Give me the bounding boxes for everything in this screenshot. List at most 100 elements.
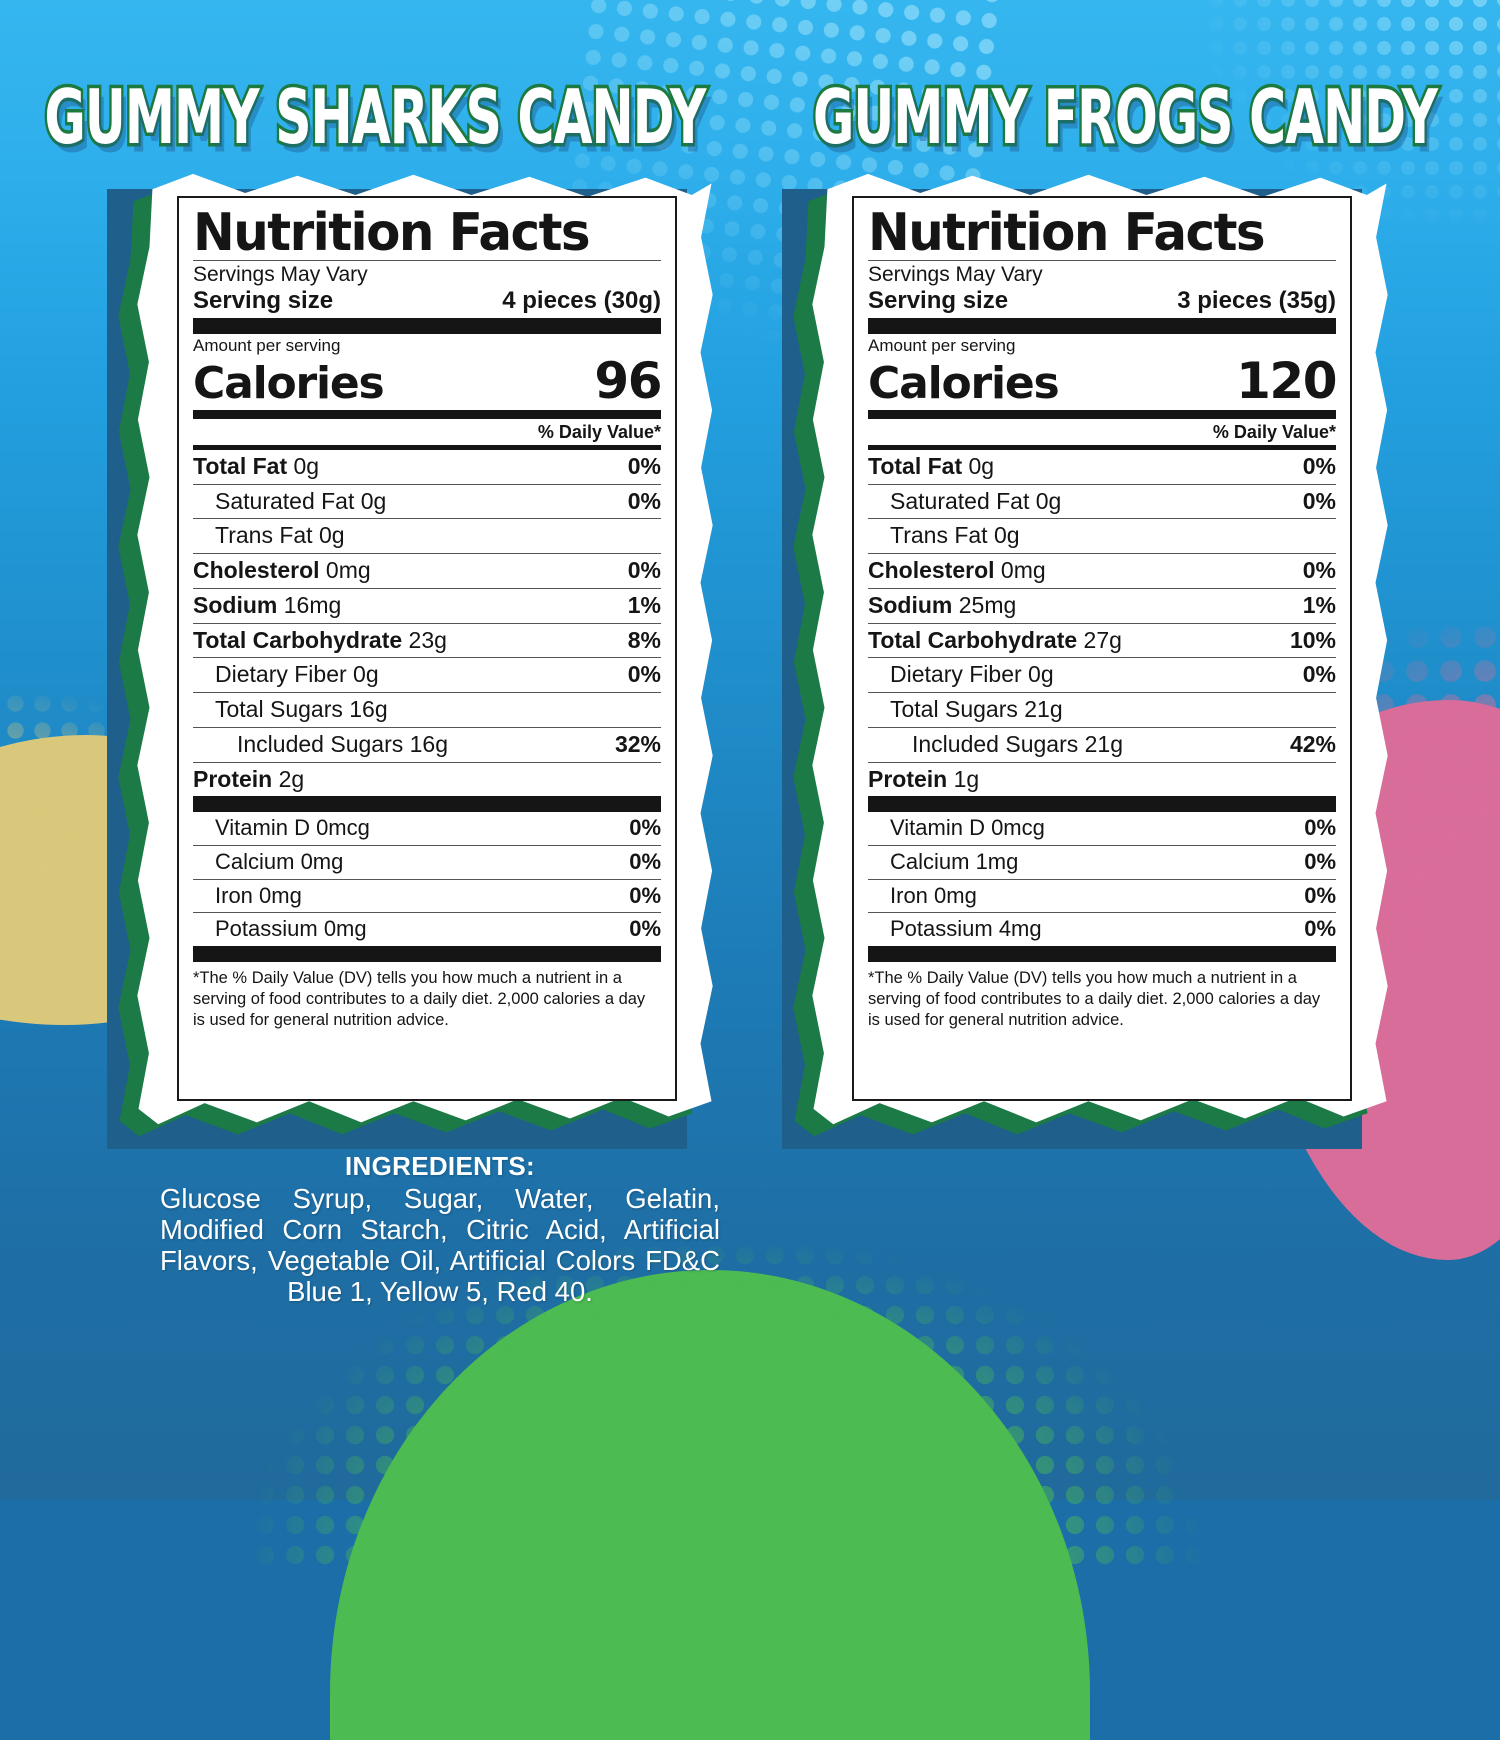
amount-per-serving-label: Amount per serving [193,336,341,356]
nutrient-row: Trans Fat 0g [193,518,661,553]
serving-size-label: Serving size [193,287,334,315]
nutrient-percent: 0% [627,661,661,688]
daily-value-footnote: *The % Daily Value (DV) tells you how mu… [868,968,1321,1029]
servings-note: Servings May Vary [868,262,1043,286]
nutrition-facts-heading: Nutrition Facts [868,203,1266,263]
nutrient-row: Trans Fat 0g [868,518,1336,553]
nutrient-row: Total Fat 0g 0% [193,450,661,484]
nutrient-name: Dietary Fiber 0g [215,661,379,688]
nutrient-percent: 0% [627,557,661,584]
vitamin-percent: 0% [1304,815,1336,841]
nutrient-percent: 0% [627,487,661,514]
nutrient-percent: 1% [1302,591,1336,618]
nutrient-row: Total Carbohydrate 23g 8% [193,622,661,658]
nutrition-facts-box: Nutrition Facts Servings May Vary Servin… [177,196,677,1101]
vitamin-name: Potassium 4mg [890,916,1042,942]
nutrition-panel-sharks: Nutrition Facts Servings May Vary Servin… [107,170,715,1149]
nutrient-name: Sodium 16mg [193,591,342,618]
nutrient-row: Total Fat 0g 0% [868,450,1336,484]
nutrition-facts-box: Nutrition Facts Servings May Vary Servin… [852,196,1352,1101]
nutrient-name: Included Sugars 21g [912,730,1123,757]
product-title-frogs: GUMMY FROGS CANDY [811,71,1441,165]
nutrient-rows: Total Fat 0g 0% Saturated Fat 0g 0% Trans Fa… [193,450,661,797]
vitamin-row: Vitamin D 0mcg 0% [868,812,1336,845]
nutrition-facts-heading: Nutrition Facts [193,203,591,263]
nutrient-rows: Total Fat 0g 0% Saturated Fat 0g 0% Trans Fa… [868,450,1336,797]
vitamin-percent: 0% [1304,916,1336,942]
nutrient-name: Cholesterol 0mg [868,557,1046,584]
vitamin-name: Calcium 0mg [215,848,344,874]
vitamin-percent: 0% [629,815,661,841]
nutrient-name: Total Carbohydrate 23g [193,626,447,653]
nutrient-row: Total Carbohydrate 27g 10% [868,622,1336,658]
nutrient-percent: 42% [1289,730,1336,757]
serving-size-row: Serving size 4 pieces (30g) [193,287,661,318]
nutrient-row: Saturated Fat 0g 0% [193,483,661,519]
serving-size-label: Serving size [868,287,1009,315]
vitamin-row: Potassium 0mg 0% [193,912,661,946]
nutrient-name: Total Fat 0g [868,452,995,479]
nutrient-row: Dietary Fiber 0g 0% [868,657,1336,692]
nutrient-percent: 0% [1302,487,1336,514]
nutrient-name: Total Carbohydrate 27g [868,626,1122,653]
nutrient-row: Protein 1g [868,761,1336,797]
serving-size-value: 4 pieces (30g) [502,287,661,315]
nutrient-row: Saturated Fat 0g 0% [868,483,1336,519]
nutrient-row: Total Sugars 21g [868,692,1336,727]
nutrient-row: Included Sugars 21g 42% [868,726,1336,762]
calories-value: 120 [1236,351,1337,410]
nutrient-percent: 0% [1302,452,1336,479]
vitamin-row: Calcium 1mg 0% [868,844,1336,879]
vitamin-row: Iron 0mg 0% [868,878,1336,913]
nutrient-name: Protein 1g [868,765,980,792]
nutrition-panel-frogs: Nutrition Facts Servings May Vary Servin… [782,170,1390,1149]
product-column-left: GUMMY SHARKS CANDY Nutrition Facts Servi… [0,0,750,1500]
vitamin-percent: 0% [629,916,661,942]
calories-row: Calories 120 [868,351,1337,410]
vitamin-row: Vitamin D 0mcg 0% [193,812,661,845]
nutrient-row: Dietary Fiber 0g 0% [193,657,661,692]
calories-value: 96 [594,351,662,410]
vitamin-percent: 0% [629,882,661,908]
product-column-right: GUMMY FROGS CANDY Nutrition Facts Servin… [750,0,1500,1500]
nutrient-row: Cholesterol 0mg 0% [868,553,1336,588]
nutrient-name: Protein 2g [193,765,305,792]
nutrient-row: Protein 2g [193,761,661,797]
ingredients-sharks: INGREDIENTS: Glucose Syrup, Sugar, Water… [160,1151,720,1308]
nutrient-name: Saturated Fat 0g [215,487,387,514]
nutrient-name: Cholesterol 0mg [193,557,371,584]
nutrient-name: Total Fat 0g [193,452,320,479]
nutrient-percent: 32% [614,730,661,757]
daily-value-footnote: *The % Daily Value (DV) tells you how mu… [193,968,646,1029]
ingredients-heading: INGREDIENTS: [345,1151,535,1181]
serving-size-value: 3 pieces (35g) [1177,287,1336,315]
ingredients-body: Glucose Syrup, Sugar, Water, Gelatin, Mo… [160,1182,720,1308]
nutrient-name: Total Sugars 21g [890,696,1063,723]
vitamin-name: Vitamin D 0mcg [215,815,370,841]
nutrient-percent: 0% [627,452,661,479]
vitamin-rows: Vitamin D 0mcg 0% Calcium 0mg 0% Iron 0mg 0% P… [193,812,661,946]
vitamin-rows: Vitamin D 0mcg 0% Calcium 1mg 0% Iron 0mg 0% P… [868,812,1336,946]
nutrient-percent: 1% [627,591,661,618]
vitamin-name: Calcium 1mg [890,848,1019,874]
vitamin-row: Calcium 0mg 0% [193,844,661,879]
daily-value-header: % Daily Value* [537,421,661,442]
nutrient-name: Saturated Fat 0g [890,487,1062,514]
calories-label: Calories [868,357,1060,409]
vitamin-name: Vitamin D 0mcg [890,815,1045,841]
vitamin-percent: 0% [629,848,661,874]
product-title-sharks: GUMMY SHARKS CANDY [42,71,709,165]
nutrient-name: Sodium 25mg [868,591,1017,618]
amount-per-serving-label: Amount per serving [868,336,1016,356]
nutrient-percent: 0% [1302,661,1336,688]
calories-label: Calories [193,357,385,409]
vitamin-name: Potassium 0mg [215,916,367,942]
nutrient-name: Included Sugars 16g [237,730,448,757]
nutrient-row: Included Sugars 16g 32% [193,726,661,762]
nutrient-name: Dietary Fiber 0g [890,661,1054,688]
vitamin-name: Iron 0mg [890,882,977,908]
vitamin-row: Potassium 4mg 0% [868,912,1336,946]
nutrient-name: Trans Fat 0g [890,522,1020,549]
nutrient-name: Trans Fat 0g [215,522,345,549]
nutrient-percent: 10% [1289,626,1336,653]
